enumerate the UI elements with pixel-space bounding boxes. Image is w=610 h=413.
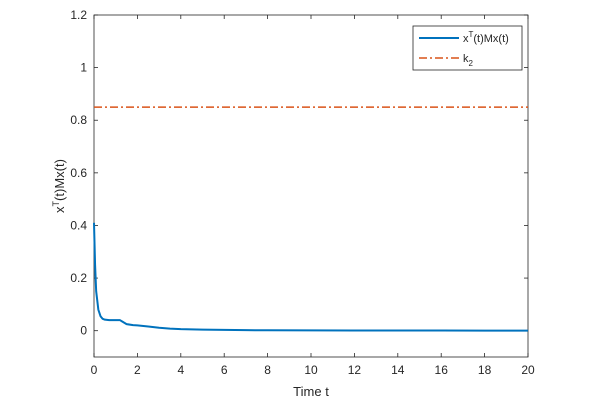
y-tick-label: 1	[80, 61, 87, 75]
y-tick-label: 0.8	[70, 113, 87, 127]
x-tick-label: 2	[134, 363, 141, 377]
y-axis: 0 0.2 0.4 0.6 0.8 1 1.2	[70, 8, 528, 338]
series-line-xtmx	[93, 222, 529, 332]
y-tick-label: 0	[80, 324, 87, 338]
x-tick-label: 14	[391, 363, 405, 377]
x-tick-label: 18	[478, 363, 492, 377]
x-tick-label: 6	[221, 363, 228, 377]
y-axis-title: xT(t)Mx(t)	[51, 159, 67, 213]
x-tick-label: 10	[304, 363, 318, 377]
legend-box	[412, 25, 523, 71]
y-tick-label: 0.6	[70, 166, 87, 180]
y-tick-label: 1.2	[70, 8, 87, 22]
legend-label-xtmx: xT(t)Mx(t)	[463, 30, 509, 45]
x-axis-title: Time t	[293, 384, 329, 399]
x-axis: 0 2 4 6 8 10 12 14 16 18 20	[91, 15, 535, 377]
y-tick-label: 0.2	[70, 271, 87, 285]
legend: xT(t)Mx(t) k2	[412, 25, 523, 71]
x-tick-label: 4	[177, 363, 184, 377]
y-tick-label: 0.4	[70, 218, 87, 232]
legend-label-k2: k2	[463, 53, 474, 68]
x-tick-label: 20	[521, 363, 535, 377]
series-group	[93, 106, 529, 332]
plot-area	[93, 14, 529, 358]
x-tick-label: 0	[91, 363, 98, 377]
x-tick-label: 12	[348, 363, 362, 377]
x-tick-label: 8	[264, 363, 271, 377]
x-tick-label: 16	[435, 363, 449, 377]
